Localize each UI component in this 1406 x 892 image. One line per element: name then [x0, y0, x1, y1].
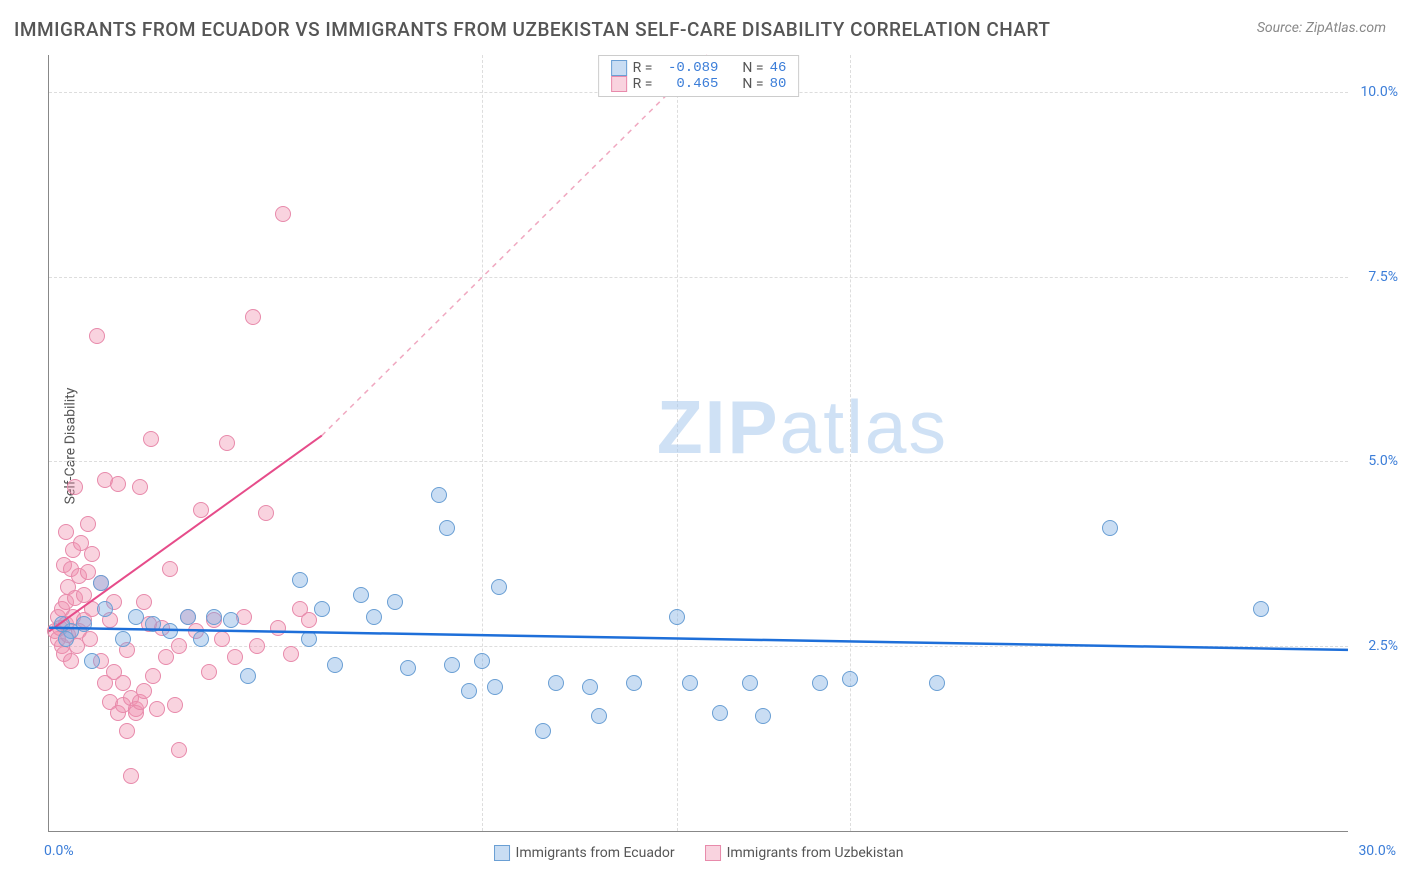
y-tick-label: 5.0%	[1368, 453, 1398, 469]
plot-area: ZIPatlas R = -0.089 N = 46 R = 0.465 N =…	[48, 55, 1348, 832]
swatch-ecuador	[611, 60, 627, 76]
source-attribution: Source: ZipAtlas.com	[1257, 20, 1386, 36]
y-tick-label: 2.5%	[1368, 638, 1398, 654]
swatch-uzbekistan-icon	[705, 845, 721, 861]
r-value-ecuador: -0.089	[658, 60, 718, 76]
chart-container: IMMIGRANTS FROM ECUADOR VS IMMIGRANTS FR…	[0, 0, 1406, 892]
r-value-uzbekistan: 0.465	[658, 76, 718, 92]
y-tick-label: 10.0%	[1360, 84, 1398, 100]
swatch-ecuador-icon	[494, 845, 510, 861]
y-tick-label: 7.5%	[1368, 269, 1398, 285]
legend-row-uzbekistan: R = 0.465 N = 80	[611, 76, 787, 92]
legend-item-ecuador: Immigrants from Ecuador	[494, 845, 675, 861]
swatch-uzbekistan	[611, 76, 627, 92]
legend-item-uzbekistan: Immigrants from Uzbekistan	[705, 845, 904, 861]
n-value-ecuador: 46	[770, 60, 787, 76]
correlation-legend: R = -0.089 N = 46 R = 0.465 N = 80	[598, 55, 800, 97]
n-value-uzbekistan: 80	[770, 76, 787, 92]
x-tick-label: 30.0%	[1358, 843, 1396, 859]
trend-lines	[49, 55, 1348, 831]
chart-title: IMMIGRANTS FROM ECUADOR VS IMMIGRANTS FR…	[14, 18, 1050, 41]
series-legend: Immigrants from Ecuador Immigrants from …	[494, 845, 904, 861]
legend-row-ecuador: R = -0.089 N = 46	[611, 60, 787, 76]
x-tick-label: 0.0%	[44, 843, 74, 859]
